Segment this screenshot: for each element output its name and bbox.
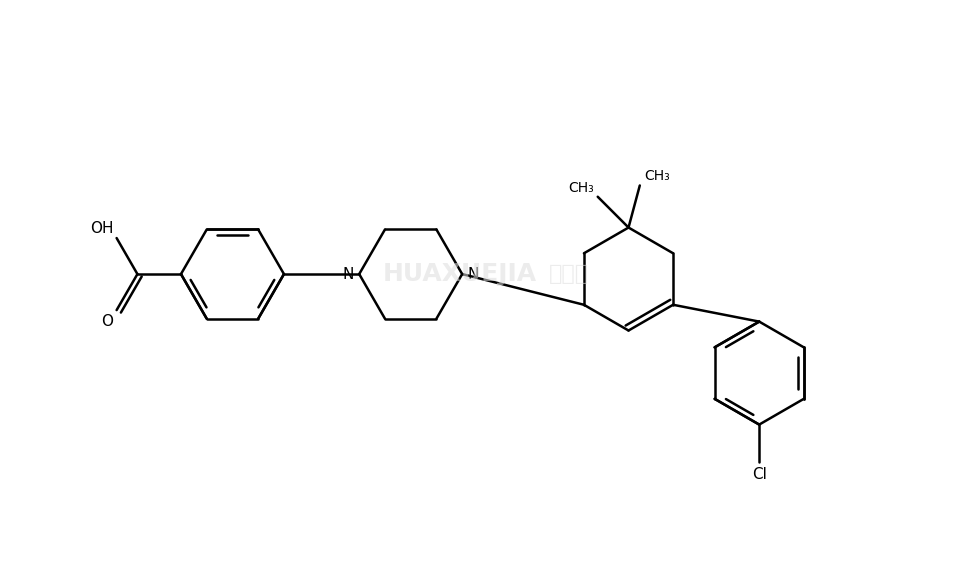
Text: CH₃: CH₃ <box>644 169 669 183</box>
Text: HUAXUEJIA: HUAXUEJIA <box>383 262 538 286</box>
Text: 化学加: 化学加 <box>549 264 589 284</box>
Text: CH₃: CH₃ <box>568 180 593 195</box>
Text: O: O <box>101 314 112 329</box>
Text: N: N <box>468 267 478 281</box>
Text: N: N <box>343 267 354 281</box>
Text: Cl: Cl <box>752 467 767 482</box>
Text: OH: OH <box>90 221 113 236</box>
